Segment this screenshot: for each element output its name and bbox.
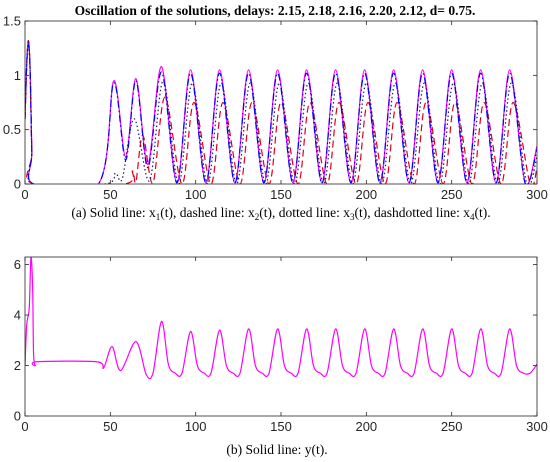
chart-a-ticks: 0 50 100 150 200 250 300 0 0.5 1 1.5 <box>3 14 548 203</box>
chart-a-title: Oscillation of the solutions, delays: 2.… <box>75 3 476 18</box>
chart-a-series-4-line <box>25 44 537 184</box>
chart-b-ytick-label: 6 <box>14 257 21 272</box>
chart-a-xtick-label: 150 <box>270 187 292 202</box>
chart-a-ytick-label: 0 <box>14 177 21 192</box>
chart-b-xtick-label: 100 <box>185 419 207 434</box>
chart-a-xtick-label: 0 <box>21 187 28 202</box>
chart-a-ytick-label: 1 <box>14 68 21 83</box>
chart-b-xtick-label: 250 <box>441 419 463 434</box>
chart-b-caption: (b) Solid line: y(t). <box>226 442 327 457</box>
chart-a-series-group <box>25 39 537 184</box>
chart-a-xtick-label: 200 <box>355 187 377 202</box>
chart-a-xtick-label: 250 <box>441 187 463 202</box>
chart-b-series-1-line <box>25 257 537 380</box>
chart-b: 0 50 100 150 200 250 300 0 2 4 6 <box>14 256 548 434</box>
chart-a-xtick-label: 50 <box>103 187 117 202</box>
chart-a-caption: (a) Solid line: x1(t), dashed line: x2(t… <box>71 205 490 222</box>
chart-b-ytick-label: 0 <box>14 409 21 424</box>
chart-b-series-group <box>25 257 537 380</box>
chart-a-ytick-label: 1.5 <box>3 14 21 29</box>
chart-b-ticks: 0 50 100 150 200 250 300 0 2 4 6 <box>14 257 548 434</box>
chart-b-xtick-label: 0 <box>21 419 28 434</box>
chart-a-frame <box>24 20 538 185</box>
caption-a-lead: (a) Solid line: x <box>71 205 156 220</box>
caption-a-sub3: 3 <box>350 212 355 222</box>
chart-a-series-1-line <box>25 39 537 184</box>
chart-b-xtick-label: 50 <box>103 419 117 434</box>
chart-a-xtick-label: 100 <box>185 187 207 202</box>
caption-a-sub1: 1 <box>156 212 161 222</box>
chart-a: 0 50 100 150 200 250 300 0 0.5 1 1.5 <box>3 14 548 203</box>
chart-b-xtick-label: 300 <box>526 419 548 434</box>
chart-a-series-2-line <box>25 39 537 184</box>
chart-b-ytick-label: 4 <box>14 308 21 323</box>
chart-b-frame <box>24 256 538 417</box>
caption-a-tail: (t). <box>474 205 490 220</box>
chart-b-ytick-label: 2 <box>14 358 21 373</box>
caption-a-mid3: (t), dashdotted line: x <box>354 205 470 220</box>
caption-a-sub4: 4 <box>470 212 475 222</box>
chart-a-ytick-label: 0.5 <box>3 122 21 137</box>
chart-a-xtick-label: 300 <box>526 187 548 202</box>
chart-a-series-3-line <box>25 39 537 184</box>
caption-a-mid1: (t), dashed line: x <box>160 205 255 220</box>
caption-a-sub2: 2 <box>255 212 260 222</box>
caption-a-mid2: (t), dotted line: x <box>259 205 350 220</box>
chart-b-xtick-label: 200 <box>355 419 377 434</box>
chart-b-xtick-label: 150 <box>270 419 292 434</box>
